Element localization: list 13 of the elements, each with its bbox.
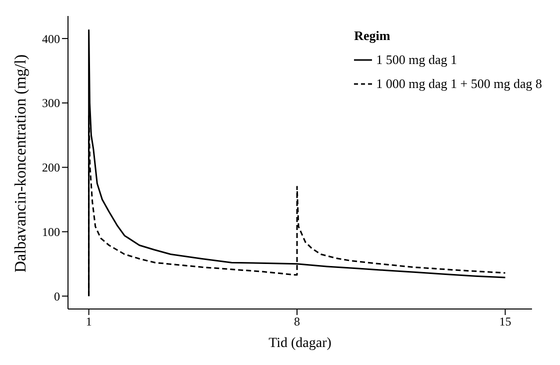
x-tick-label: 8 [294, 314, 300, 329]
y-tick-label: 200 [42, 160, 60, 175]
x-tick-label: 15 [499, 314, 512, 329]
legend-label: 1 500 mg dag 1 [376, 52, 458, 68]
y-tick-label: 100 [42, 224, 60, 239]
y-tick-label: 0 [54, 289, 60, 304]
x-axis-title: Tid (dagar) [268, 336, 332, 351]
legend-title: Regim [354, 28, 392, 44]
legend-label: 1 000 mg dag 1 + 500 mg dag 8 [376, 76, 542, 92]
y-axis-title: Dalbavancin-koncentration (mg/l) [12, 54, 30, 272]
y-tick-label: 400 [42, 32, 60, 46]
y-tick-label: 300 [42, 96, 60, 110]
x-tick-label: 1 [86, 314, 92, 329]
